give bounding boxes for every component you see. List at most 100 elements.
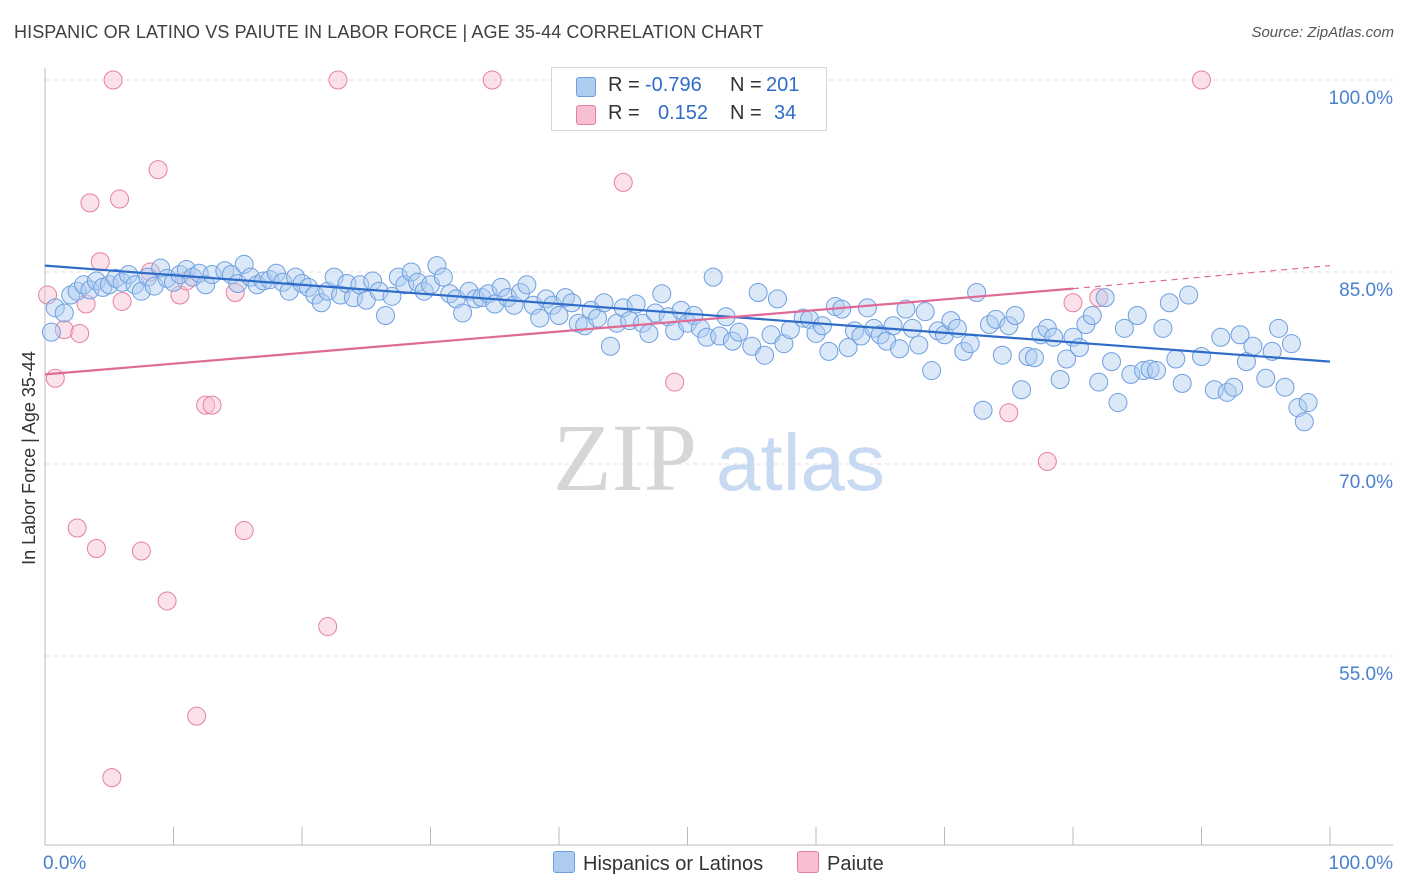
paiute-point [131, 541, 151, 561]
hispanic-point [890, 339, 910, 359]
hispanic-point [1230, 325, 1250, 345]
legend-n-value: 34 [774, 102, 797, 124]
hispanic-point [1024, 348, 1044, 368]
hispanic-point [806, 323, 826, 343]
hispanic-point [45, 298, 65, 318]
x-tick-labels: 0.0% 100.0% [43, 853, 1393, 874]
hispanic-point [979, 314, 999, 334]
hispanic-point [376, 306, 396, 326]
hispanic-point [1224, 377, 1244, 397]
y-tick-label: 55.0% [1339, 664, 1393, 685]
hispanic-point [819, 341, 839, 361]
paiute-point [1037, 451, 1057, 471]
hispanic-point [1211, 327, 1231, 347]
correlation-legend: R = -0.796 N = 201 R = 0.152 N = 34 [551, 67, 827, 131]
hispanic-point [1159, 293, 1179, 313]
hispanic-point [453, 303, 473, 323]
hispanic-point [909, 335, 929, 355]
hispanic-point [973, 400, 993, 420]
hispanic-point [729, 322, 749, 342]
hispanic-points [41, 254, 1318, 432]
hispanic-point [902, 318, 922, 338]
hispanic-point [915, 302, 935, 322]
legend-row-paiute: R = 0.152 N = 34 [552, 100, 826, 128]
hispanic-point [176, 259, 196, 279]
hispanic-point [74, 275, 94, 295]
hispanic-point [1179, 285, 1199, 305]
paiute-point [665, 372, 685, 392]
hispanic-point [1275, 377, 1295, 397]
hispanic-point [1172, 373, 1192, 393]
legend-r-label: R = [608, 74, 640, 96]
hispanic-point [562, 293, 582, 313]
hispanic-point [530, 308, 550, 328]
paiute-point [999, 403, 1019, 423]
hispanic-swatch [576, 77, 596, 97]
hispanic-legend-swatch [553, 851, 575, 873]
hispanic-point [54, 303, 74, 323]
hispanic-point [710, 326, 730, 346]
paiute-point [196, 395, 216, 415]
hispanic-point [812, 316, 832, 336]
hispanic-point [1050, 370, 1070, 390]
x-tick-label-start: 0.0% [43, 853, 86, 874]
paiute-point [234, 521, 254, 541]
hispanic-point [1089, 372, 1109, 392]
hispanic-point [1057, 349, 1077, 369]
hispanic-point [1082, 306, 1102, 326]
paiute-point [1192, 70, 1211, 90]
paiute-point [67, 518, 87, 538]
hispanic-point [1127, 306, 1147, 326]
paiute-point [328, 70, 348, 90]
hispanic-point [298, 277, 318, 297]
hispanic-point [433, 267, 453, 287]
hispanic-point [992, 345, 1012, 365]
legend-r-value: -0.796 [645, 74, 702, 96]
hispanic-point [967, 282, 987, 302]
hispanic-point [1288, 398, 1308, 418]
paiute-point [202, 395, 222, 415]
hispanic-point [1140, 359, 1160, 379]
paiute-swatch [576, 105, 596, 125]
hispanic-point [498, 288, 518, 308]
trend-lines [44, 264, 1331, 376]
hispanic-point [427, 256, 447, 276]
paiute-point [318, 617, 338, 637]
bottom-legend-paiute: Paiute [797, 851, 884, 876]
paiute-point [102, 768, 122, 788]
hispanic-point [960, 334, 980, 354]
hispanic-point [1256, 368, 1276, 388]
paiute-trend-extension [1072, 265, 1331, 290]
legend-row-hispanic: R = -0.796 N = 201 [552, 72, 826, 100]
hispanic-point [703, 267, 723, 287]
paiute-point [70, 323, 90, 343]
hispanic-point [440, 284, 460, 304]
hispanic-point [1018, 346, 1038, 366]
paiute-point [110, 189, 130, 209]
legend-n-label: N = [730, 102, 762, 124]
paiute-trend-line [44, 287, 1074, 376]
hispanic-point [1102, 352, 1122, 372]
source-credit: Source: ZipAtlas.com [1251, 24, 1394, 41]
hispanic-point [748, 282, 768, 302]
hispanic-point [1217, 382, 1237, 402]
hispanic-point [767, 289, 787, 309]
watermark-atlas: atlas [716, 418, 885, 507]
hispanic-point [491, 277, 511, 297]
paiute-point [1089, 288, 1109, 308]
paiute-point [148, 160, 168, 180]
paiute-legend-swatch [797, 851, 819, 873]
hispanic-point [922, 361, 942, 381]
y-axis-label: In Labor Force | Age 35-44 [19, 351, 39, 565]
hispanic-point [311, 293, 331, 313]
hispanic-point [1114, 318, 1134, 338]
hispanic-point [196, 275, 216, 295]
y-tick-label: 85.0% [1339, 280, 1393, 301]
hispanic-point [1298, 393, 1318, 413]
legend-r-value: 0.152 [658, 102, 709, 124]
paiute-point [112, 291, 132, 311]
paiute-point [80, 193, 100, 213]
hispanic-point [594, 293, 614, 313]
paiute-point [482, 70, 502, 90]
